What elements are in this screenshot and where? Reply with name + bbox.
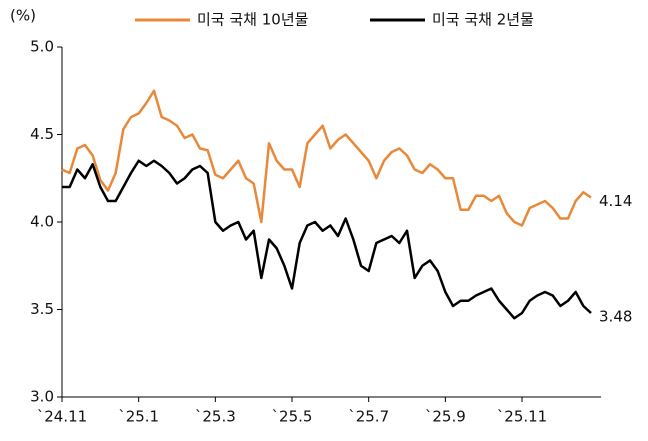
y-tick-label: 4.0 bbox=[30, 213, 54, 231]
x-tick-label: `24.11 bbox=[37, 408, 87, 426]
x-tick-label: `25.7 bbox=[348, 408, 389, 426]
legend-label: 미국 국채 2년물 bbox=[432, 11, 534, 29]
x-tick-label: `25.9 bbox=[425, 408, 466, 426]
x-tick-label: `25.1 bbox=[118, 408, 159, 426]
x-tick-label: `25.3 bbox=[195, 408, 236, 426]
end-value-label: 3.48 bbox=[599, 308, 632, 326]
series-line bbox=[61, 89, 592, 227]
end-value-label: 4.14 bbox=[599, 192, 632, 210]
y-axis-label: (%) bbox=[10, 7, 36, 25]
x-tick-label: `25.5 bbox=[272, 408, 313, 426]
y-tick-label: 5.0 bbox=[30, 38, 54, 56]
x-tick-label: `25.11 bbox=[497, 408, 547, 426]
y-tick-label: 3.0 bbox=[30, 388, 54, 406]
series-line bbox=[62, 159, 592, 320]
y-tick-label: 4.5 bbox=[30, 125, 54, 143]
y-tick-label: 3.5 bbox=[30, 300, 54, 318]
legend-label: 미국 국채 10년물 bbox=[197, 11, 308, 29]
